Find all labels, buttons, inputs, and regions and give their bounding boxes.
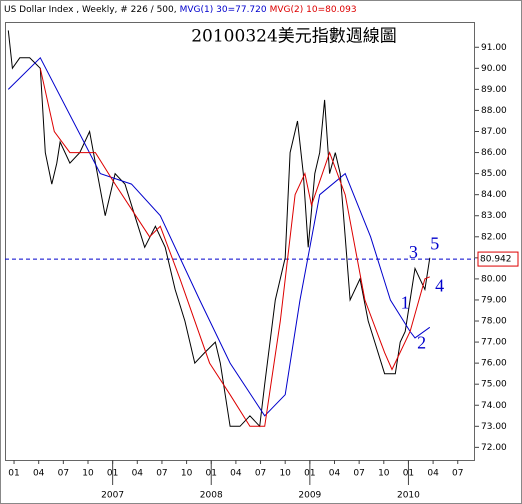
header-text: US Dollar Index , Weekly, # 226 / 500, <box>4 5 177 15</box>
y-tick-label: 83.00 <box>481 211 507 221</box>
x-tick-label: 01 <box>8 469 19 479</box>
x-tick-label: 04 <box>230 469 242 479</box>
year-label: 2007 <box>101 491 124 501</box>
x-tick-label: 07 <box>255 469 266 479</box>
y-tick-label: 84.00 <box>481 190 507 200</box>
y-tick-label: 82.00 <box>481 232 507 242</box>
chart-title: 20100324美元指數週線圖 <box>191 27 397 47</box>
year-label: 2009 <box>298 491 321 501</box>
series-line <box>7 30 431 428</box>
x-tick-label: 07 <box>353 469 364 479</box>
year-label: 2008 <box>200 491 223 501</box>
y-tick-label: 87.00 <box>481 127 507 137</box>
x-tick-label: 07 <box>58 469 69 479</box>
y-tick-label: 78.00 <box>481 317 507 327</box>
y-tick-label: 77.00 <box>481 338 507 348</box>
series-line <box>39 68 430 427</box>
y-tick-label: 73.00 <box>481 422 507 432</box>
x-tick-label: 04 <box>132 469 144 479</box>
plot-area <box>5 22 475 461</box>
y-tick-label: 80.00 <box>481 274 507 284</box>
x-tick-label: 04 <box>427 469 439 479</box>
y-tick-label: 85.00 <box>481 169 507 179</box>
y-tick-label: 74.00 <box>481 401 507 411</box>
x-tick-label: 07 <box>452 469 463 479</box>
last-value-box <box>477 251 519 267</box>
y-tick-label: 90.00 <box>481 64 507 74</box>
y-tick-label: 89.00 <box>481 85 507 95</box>
y-tick-label: 88.00 <box>481 106 507 116</box>
y-tick-label: 76.00 <box>481 359 507 369</box>
annotation: 1 <box>401 292 410 312</box>
y-tick-label: 86.00 <box>481 148 507 158</box>
year-label: 2010 <box>397 491 420 501</box>
y-tick-label: 91.00 <box>481 43 507 53</box>
legend-entry: MVG(1) 30=77.720 <box>180 5 267 15</box>
x-tick-label: 10 <box>82 469 94 479</box>
x-tick-label: 04 <box>329 469 341 479</box>
legend-entry: MVG(2) 10=80.093 <box>270 5 357 15</box>
last-value-label: 80.942 <box>480 255 512 265</box>
x-tick-label: 04 <box>33 469 45 479</box>
y-tick-label: 72.00 <box>481 443 507 453</box>
annotation: 4 <box>435 275 444 295</box>
annotation: 3 <box>409 242 418 262</box>
annotation: 5 <box>430 233 439 253</box>
series-line <box>7 56 431 417</box>
x-tick-label: 10 <box>181 469 193 479</box>
x-tick-label: 07 <box>156 469 167 479</box>
x-tick-label: 10 <box>279 469 291 479</box>
annotation: 2 <box>417 332 426 352</box>
y-tick-label: 75.00 <box>481 380 507 390</box>
subtitle: US Dollar Index , Weekly, # 226 / 500, MV… <box>4 5 357 15</box>
y-tick-label: 79.00 <box>481 295 507 305</box>
x-tick-label: 10 <box>378 469 390 479</box>
